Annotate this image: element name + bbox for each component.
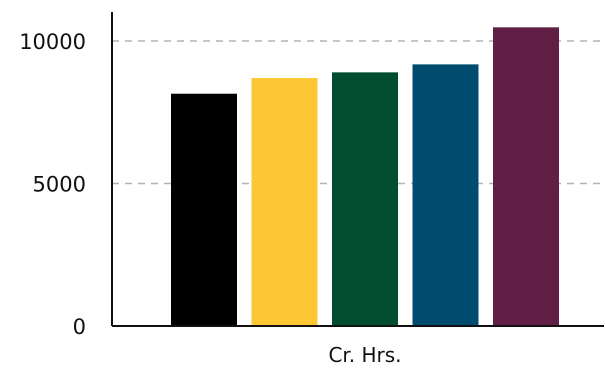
bar (251, 78, 318, 326)
y-tick-label: 0 (73, 315, 86, 339)
y-tick-label: 10000 (19, 30, 86, 54)
bars-group (171, 27, 559, 327)
bar (332, 72, 398, 326)
bar (493, 27, 559, 326)
y-tick-labels: 0 5000 10000 (19, 30, 86, 339)
y-tick-label: 5000 (33, 173, 86, 197)
x-axis-label: Cr. Hrs. (328, 343, 401, 367)
bar (412, 64, 479, 327)
bar (171, 93, 237, 326)
